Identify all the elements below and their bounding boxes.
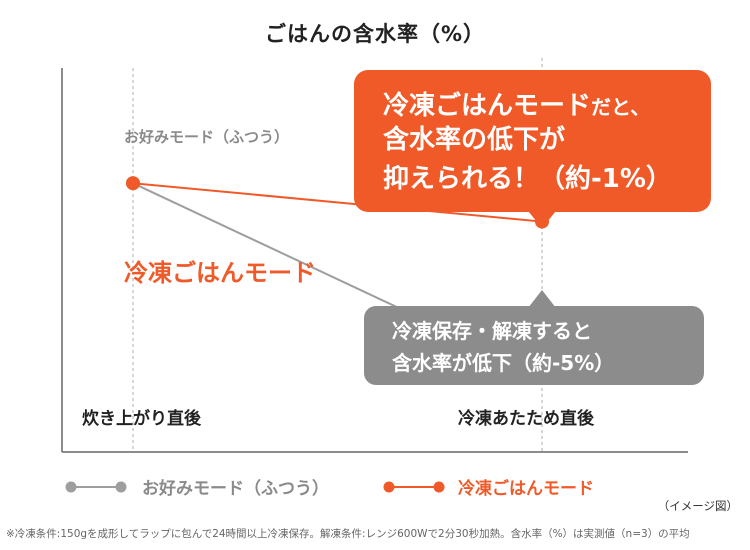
series-line-1 xyxy=(132,182,543,223)
callout-orange: 冷凍ごはんモードだと、 含水率の低下が 抑えられる！（約-1%） xyxy=(354,70,711,228)
callout-orange-box xyxy=(354,70,711,212)
x-tick-label-2: 冷凍あたため直後 xyxy=(458,408,595,429)
legend: お好みモード（ふつう） 冷凍ごはんモード xyxy=(65,478,594,499)
series-1-point-0 xyxy=(126,176,140,191)
callout-orange-line3: 抑えられる！（約-1%） xyxy=(383,163,672,194)
callout-gray: 冷凍保存・解凍すると 含水率が低下（約-5%） xyxy=(364,290,704,385)
callout-orange-pointer xyxy=(528,211,556,228)
image-note: （イメージ図） xyxy=(657,499,738,513)
footnote: ※冷凍条件:150gを成形してラップに包んで24時間以上冷凍保存。解凍条件:レン… xyxy=(6,528,690,540)
series-label-orange: 冷凍ごはんモード xyxy=(124,259,316,287)
legend-marker-gray-1 xyxy=(65,481,77,493)
legend-label-orange: 冷凍ごはんモード xyxy=(458,478,594,499)
legend-marker-orange-2 xyxy=(433,481,445,493)
svg-text:冷凍ごはんモードだと、: 冷凍ごはんモードだと、 xyxy=(383,90,650,121)
chart-title: ごはんの含水率（%） xyxy=(264,22,486,46)
series-label-gray: お好みモード（ふつう） xyxy=(124,128,289,146)
legend-label-gray: お好みモード（ふつう） xyxy=(142,478,329,499)
legend-marker-gray-2 xyxy=(115,481,127,493)
callout-gray-line1: 冷凍保存・解凍すると xyxy=(392,319,592,343)
callout-orange-line1: 冷凍ごはんモード xyxy=(383,90,591,121)
callout-gray-box xyxy=(364,306,704,385)
callout-gray-line2: 含水率が低下（約-5%） xyxy=(392,351,614,375)
callout-gray-pointer xyxy=(528,290,556,308)
callout-orange-line1-suffix: だと、 xyxy=(591,95,650,119)
x-tick-label-1: 炊き上がり直後 xyxy=(82,408,202,429)
callout-orange-line2: 含水率の低下が xyxy=(383,124,565,155)
legend-marker-orange-1 xyxy=(383,481,395,493)
